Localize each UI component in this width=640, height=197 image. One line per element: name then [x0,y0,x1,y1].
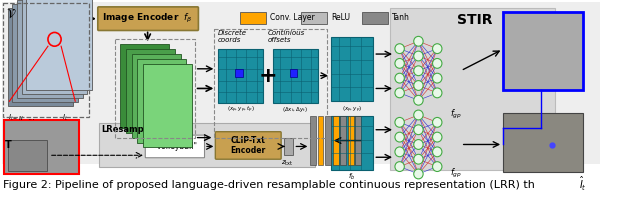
Text: $z_{\mathrm{txt}}$: $z_{\mathrm{txt}}$ [280,159,293,168]
Circle shape [395,73,404,83]
FancyBboxPatch shape [390,8,555,170]
FancyBboxPatch shape [310,116,316,165]
FancyBboxPatch shape [318,116,323,165]
Circle shape [433,73,442,83]
FancyBboxPatch shape [143,64,192,147]
Circle shape [413,66,423,76]
FancyBboxPatch shape [362,12,388,24]
FancyBboxPatch shape [8,139,47,171]
FancyBboxPatch shape [503,113,583,172]
FancyBboxPatch shape [138,59,186,142]
Text: STIR: STIR [457,13,493,27]
Text: Figure 2: Pipeline of proposed language-driven resamplable continuous representa: Figure 2: Pipeline of proposed language-… [3,180,534,190]
Text: ReLU: ReLU [331,13,350,22]
FancyBboxPatch shape [8,8,74,106]
Circle shape [395,132,404,142]
FancyBboxPatch shape [503,12,583,90]
Text: Image Encoder  $f_\beta$: Image Encoder $f_\beta$ [102,12,193,25]
Circle shape [413,36,423,46]
Circle shape [413,110,423,120]
FancyBboxPatch shape [98,7,198,31]
FancyBboxPatch shape [355,116,361,165]
FancyBboxPatch shape [26,0,92,90]
FancyBboxPatch shape [331,116,373,170]
FancyBboxPatch shape [340,116,346,165]
Text: $\mathcal{V}$: $\mathcal{V}$ [6,8,16,21]
Circle shape [433,147,442,157]
FancyBboxPatch shape [348,116,353,165]
Circle shape [413,139,423,149]
Circle shape [433,162,442,172]
FancyBboxPatch shape [126,49,175,133]
Text: Continious
offsets: Continious offsets [268,31,305,44]
Circle shape [433,59,442,68]
Circle shape [413,125,423,135]
FancyBboxPatch shape [145,135,205,158]
Text: Conv. Layer: Conv. Layer [270,13,315,22]
Circle shape [395,147,404,157]
Text: Tanh: Tanh [392,13,410,22]
Circle shape [433,44,442,54]
Text: $f_b$: $f_b$ [348,172,355,182]
Circle shape [395,59,404,68]
Circle shape [413,169,423,179]
Text: "Volleyball": "Volleyball" [153,142,197,151]
FancyBboxPatch shape [273,49,318,103]
Circle shape [413,154,423,164]
FancyBboxPatch shape [290,69,297,77]
FancyBboxPatch shape [2,2,600,164]
Text: +: + [259,66,277,86]
FancyBboxPatch shape [218,49,263,103]
FancyBboxPatch shape [22,0,88,94]
Circle shape [395,162,404,172]
FancyBboxPatch shape [284,138,293,155]
Circle shape [395,44,404,54]
FancyBboxPatch shape [333,116,339,165]
Text: $f_{gp}$: $f_{gp}$ [450,108,462,121]
Text: $(x_p,y_p)$: $(x_p,y_p)$ [342,105,362,115]
Text: Discrete
coords: Discrete coords [218,31,247,44]
FancyBboxPatch shape [99,123,315,167]
FancyBboxPatch shape [4,120,79,174]
Circle shape [395,117,404,127]
Circle shape [413,81,423,90]
FancyBboxPatch shape [215,132,281,159]
FancyBboxPatch shape [235,69,243,77]
Text: $f_{gp}$: $f_{gp}$ [450,167,462,180]
FancyBboxPatch shape [132,54,180,138]
FancyBboxPatch shape [301,12,327,24]
Text: $(x_p,y_p,t_p)$: $(x_p,y_p,t_p)$ [227,105,255,115]
Text: $I_t$: $I_t$ [61,113,68,123]
FancyBboxPatch shape [331,37,373,101]
Circle shape [433,88,442,98]
FancyBboxPatch shape [17,0,83,98]
FancyBboxPatch shape [240,12,266,24]
Text: $I_{t-N}$: $I_{t-N}$ [8,113,24,123]
Circle shape [413,95,423,105]
Text: $(\Delta x_t,\Delta y_t)$: $(\Delta x_t,\Delta y_t)$ [282,105,308,114]
Circle shape [433,132,442,142]
Text: $\hat{I}_t$: $\hat{I}_t$ [579,175,587,193]
Circle shape [413,51,423,61]
Text: LResampleNet: LResampleNet [102,125,170,134]
Text: $\mathbf{T}$: $\mathbf{T}$ [4,138,12,150]
FancyBboxPatch shape [506,14,580,88]
Circle shape [433,117,442,127]
Circle shape [395,88,404,98]
FancyBboxPatch shape [325,116,331,165]
FancyBboxPatch shape [12,4,78,102]
FancyBboxPatch shape [120,44,169,128]
Text: ...: ... [27,113,35,122]
Text: CLIP-Txt
Encoder: CLIP-Txt Encoder [230,136,266,155]
